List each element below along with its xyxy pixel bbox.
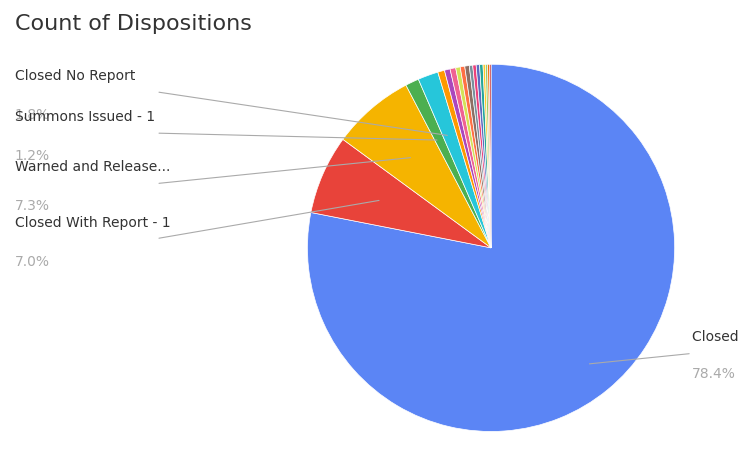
- Wedge shape: [487, 64, 491, 248]
- Text: Closed With Report - 1: Closed With Report - 1: [15, 215, 170, 230]
- Wedge shape: [483, 64, 491, 248]
- Wedge shape: [307, 64, 675, 431]
- Text: 7.0%: 7.0%: [15, 254, 50, 269]
- Wedge shape: [490, 64, 491, 248]
- Wedge shape: [469, 65, 491, 248]
- Text: Warned and Release...: Warned and Release...: [15, 160, 170, 174]
- Text: Summons Issued - 1: Summons Issued - 1: [15, 110, 155, 124]
- Wedge shape: [455, 67, 491, 248]
- Text: 7.3%: 7.3%: [15, 199, 50, 213]
- Wedge shape: [485, 64, 491, 248]
- Wedge shape: [311, 140, 491, 248]
- Wedge shape: [343, 85, 491, 248]
- Text: Count of Dispositions: Count of Dispositions: [15, 14, 251, 34]
- Wedge shape: [406, 79, 491, 248]
- Text: 1.8%: 1.8%: [15, 107, 50, 122]
- Wedge shape: [461, 66, 491, 248]
- Wedge shape: [472, 65, 491, 248]
- Text: 78.4%: 78.4%: [692, 367, 736, 381]
- Wedge shape: [465, 66, 491, 248]
- Wedge shape: [444, 69, 491, 248]
- Wedge shape: [480, 64, 491, 248]
- Text: 1.2%: 1.2%: [15, 149, 50, 163]
- Wedge shape: [450, 68, 491, 248]
- Wedge shape: [476, 65, 491, 248]
- Text: Closed No Report: Closed No Report: [15, 68, 135, 83]
- Wedge shape: [418, 72, 491, 248]
- Wedge shape: [437, 70, 491, 248]
- Text: Closed No Report: Closed No Report: [692, 330, 744, 344]
